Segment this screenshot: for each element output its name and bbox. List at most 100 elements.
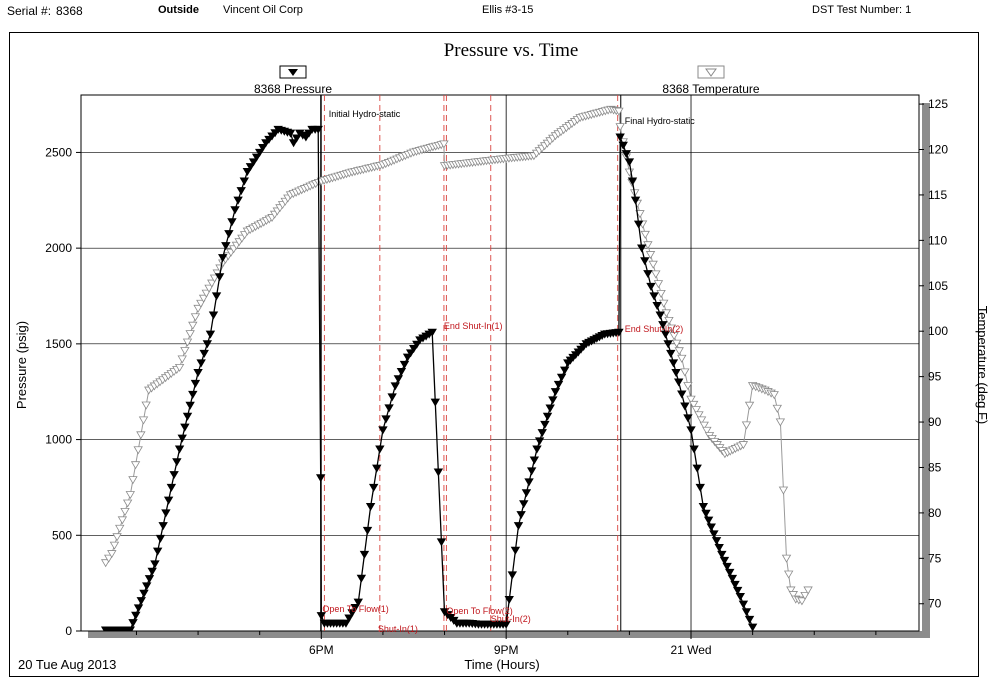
y2-tick-label: 85: [928, 460, 942, 474]
location-label: Outside: [158, 4, 199, 16]
temperature-point: [204, 284, 214, 293]
pressure-point: [396, 368, 407, 377]
pressure-point: [666, 349, 676, 358]
pressure-point: [706, 523, 716, 532]
pressure-point: [285, 129, 296, 138]
pressure-point: [722, 562, 732, 571]
pressure-point: [680, 402, 690, 411]
pressure-point: [698, 502, 709, 511]
temperature-point: [769, 391, 779, 400]
temperature-point: [656, 289, 666, 298]
chart-frame: [9, 32, 979, 677]
pressure-point: [433, 468, 444, 477]
event-label: End Shut-In(2): [625, 324, 684, 334]
annotation-layer: Initial Hydro-static Open To Flow(1) Shut-…: [322, 109, 695, 634]
pressure-point: [683, 414, 693, 423]
temperature-point: [112, 533, 122, 542]
temperature-point: [666, 324, 677, 333]
y2-tick-label: 75: [928, 551, 942, 565]
pressure-point: [711, 537, 722, 546]
pressure-point: [368, 483, 379, 492]
pressure-point: [548, 396, 558, 405]
event-label: End Shut-In(1): [444, 321, 503, 331]
pressure-point: [341, 619, 351, 628]
location-text: Outside: [158, 4, 199, 16]
pressure-point: [692, 464, 702, 473]
event-label: Open To Flow(1): [322, 604, 388, 614]
temperature-point: [120, 508, 130, 516]
pressure-point: [350, 603, 360, 612]
x-tick-label: 9PM: [494, 643, 519, 657]
pressure-point: [161, 509, 171, 518]
pressure-point: [673, 378, 684, 387]
pressure-point: [258, 144, 268, 153]
y-tick-label: 500: [52, 528, 72, 542]
temperature-point: [138, 416, 149, 425]
pressure-point: [182, 412, 193, 421]
pressure-point: [205, 330, 216, 339]
legend-temperature-marker: [705, 68, 717, 77]
pressure-point: [381, 415, 391, 424]
pressure-point: [196, 359, 206, 368]
pressure-point: [128, 619, 138, 628]
temperature-point: [800, 591, 810, 600]
pressure-point: [316, 612, 327, 621]
pressure-point: [399, 360, 410, 369]
pressure-point: [236, 187, 246, 196]
pressure-point: [315, 474, 326, 483]
pressure-point: [356, 574, 367, 583]
pressure-point: [727, 574, 738, 583]
pressure-point: [163, 496, 174, 505]
pressure-point: [288, 139, 299, 148]
temperature-point: [215, 264, 225, 273]
pressure-point: [365, 502, 376, 511]
temperature-point: [648, 260, 658, 269]
pressure-point: [190, 379, 201, 388]
temperature-point: [669, 332, 679, 341]
y2-tick-label: 80: [928, 506, 942, 520]
temperature-point: [174, 363, 185, 372]
pressure-point: [375, 445, 385, 454]
temperature-point: [640, 230, 650, 239]
pressure-point: [147, 567, 157, 576]
pressure-point: [251, 153, 262, 162]
pressure-point: [519, 500, 529, 509]
y2-tick-label: 120: [928, 143, 948, 157]
pressure-point: [504, 596, 514, 605]
pressure-point: [738, 600, 749, 609]
pressure-point: [139, 589, 149, 598]
pressure-point: [730, 580, 740, 589]
y-axis-label: Pressure (psig): [14, 321, 29, 409]
pressure-point: [741, 608, 752, 617]
pressure-point: [689, 445, 699, 454]
pressure-point: [695, 483, 705, 492]
pressure-point: [169, 471, 179, 480]
pressure-point: [347, 609, 357, 618]
temperature-point: [699, 421, 709, 430]
pressure-point: [155, 534, 166, 543]
pressure-point: [239, 177, 249, 186]
plot-shadow-bottom: [88, 631, 930, 638]
event-label: Initial Hydro-static: [329, 109, 401, 119]
pressure-point: [136, 597, 146, 606]
pressure-point: [188, 390, 198, 399]
temperature-point: [141, 401, 151, 410]
temperature-point: [117, 516, 128, 525]
temperature-point: [741, 421, 752, 430]
pressure-point: [133, 604, 144, 613]
pressure-point: [185, 401, 195, 410]
y2-tick-label: 95: [928, 370, 942, 384]
pressure-point: [180, 423, 190, 432]
pressure-point: [202, 340, 213, 349]
temperature-point: [803, 586, 813, 595]
pressure-point: [559, 366, 570, 375]
company-name: Vincent Oil Corp: [223, 4, 303, 16]
pressure-point: [655, 311, 665, 320]
legend-pressure: 8368 Pressure: [254, 65, 332, 96]
axes-layer: 0 500 1000 1500 2000 2500 70 75 80 85 90 95 100 105 11…: [45, 97, 948, 657]
legend-pressure-label: 8368 Pressure: [254, 82, 332, 96]
temperature-point: [209, 274, 220, 283]
temperature-point: [694, 411, 704, 420]
pressure-point: [378, 426, 388, 435]
pressure-point: [230, 206, 240, 215]
